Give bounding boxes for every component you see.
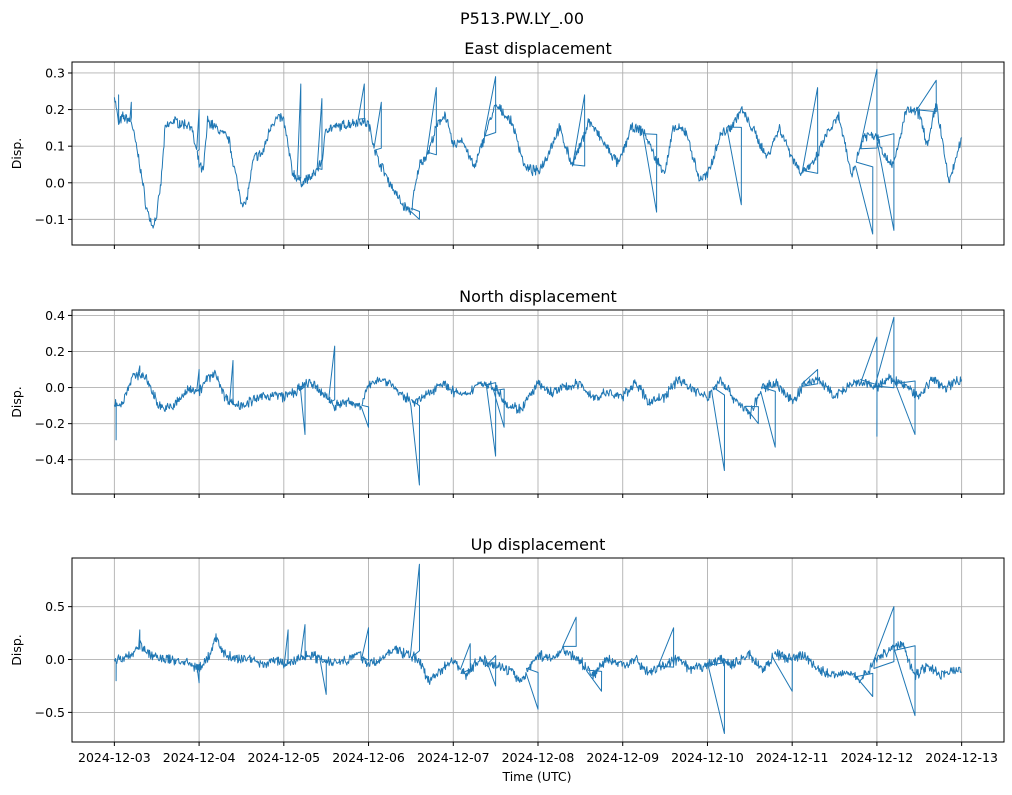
- y-tick-label: 0.2: [45, 344, 65, 359]
- panel-title: North displacement: [459, 287, 617, 306]
- x-tick-label: 2024-12-03: [78, 750, 151, 765]
- y-tick-label: 0.1: [45, 139, 65, 154]
- y-axis-label: Disp.: [9, 386, 24, 418]
- y-tick-label: 0.3: [45, 65, 65, 80]
- panel-title: East displacement: [464, 39, 611, 58]
- y-axis-label: Disp.: [9, 138, 24, 170]
- y-tick-label: −0.2: [35, 416, 65, 431]
- y-tick-label: 0.2: [45, 102, 65, 117]
- y-tick-label: −0.1: [35, 212, 65, 227]
- y-tick-label: 0.5: [45, 599, 65, 614]
- figure-title: P513.PW.LY_.00: [460, 9, 584, 29]
- x-tick-label: 2024-12-06: [332, 750, 405, 765]
- series-line-0: [113, 68, 962, 235]
- series-line-1: [113, 316, 963, 486]
- y-axis-label: Disp.: [9, 634, 24, 666]
- y-tick-label: −0.5: [35, 705, 65, 720]
- panel-1: −0.4 −0.2 0.0 0.2 0.4 North displacement Disp.: [9, 287, 1005, 498]
- axes-frame: [71, 309, 1005, 495]
- x-tick-label: 2024-12-12: [841, 750, 914, 765]
- x-tick-label: 2024-12-04: [163, 750, 236, 765]
- x-axis-label: Time (UTC): [501, 769, 571, 784]
- y-tick-label: 0.0: [45, 175, 65, 190]
- panel-2: 2024-12-03 2024-12-04 2024-12-05 2024-12-06…: [9, 535, 1005, 765]
- x-tick-label: 2024-12-13: [925, 750, 998, 765]
- axes-frame: [71, 557, 1005, 743]
- x-tick-label: 2024-12-11: [756, 750, 829, 765]
- y-tick-label: −0.4: [35, 452, 65, 467]
- x-tick-label: 2024-12-05: [247, 750, 320, 765]
- y-tick-label: 0.4: [45, 308, 65, 323]
- y-tick-label: 0.0: [45, 380, 65, 395]
- panel-0: −0.1 0.0 0.1 0.2 0.3 East displacement Disp.: [9, 39, 1005, 249]
- x-tick-label: 2024-12-08: [502, 750, 575, 765]
- axes-frame: [71, 61, 1005, 246]
- x-tick-label: 2024-12-07: [417, 750, 490, 765]
- series-line-2: [113, 563, 962, 734]
- x-tick-label: 2024-12-10: [671, 750, 744, 765]
- panel-title: Up displacement: [471, 535, 606, 554]
- y-tick-label: 0.0: [45, 652, 65, 667]
- x-tick-label: 2024-12-09: [586, 750, 659, 765]
